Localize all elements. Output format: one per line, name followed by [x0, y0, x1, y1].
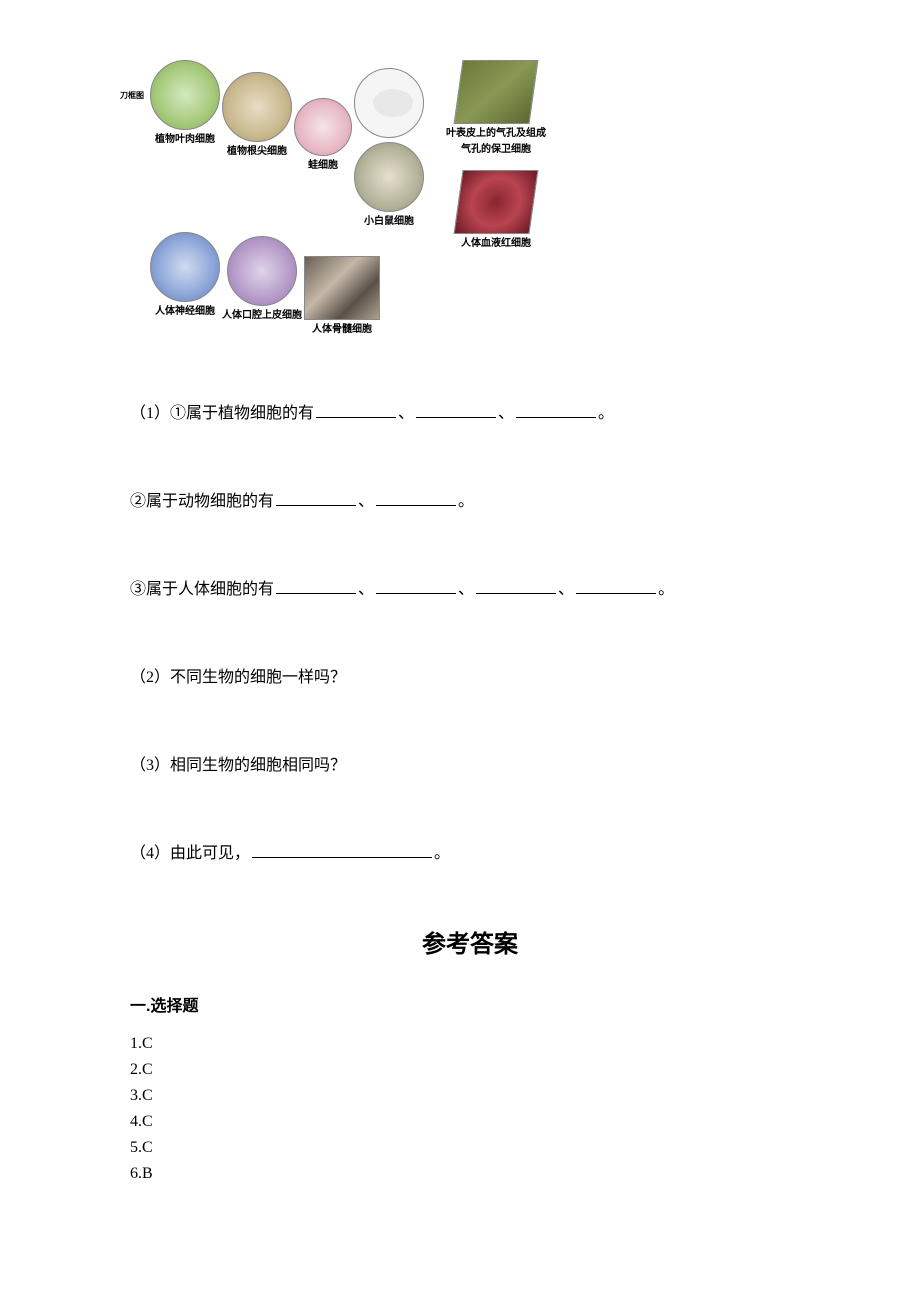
cell-image-stomata: [454, 60, 539, 124]
blank: [476, 575, 556, 594]
answer-item: 6.B: [130, 1162, 810, 1186]
question-3: （3）相同生物的细胞相同吗？: [130, 750, 810, 782]
sep: 、: [458, 581, 474, 598]
cell-image-mouse-animal: [354, 68, 424, 138]
cell-label-mouse: 小白鼠细胞: [364, 214, 414, 230]
cell-image-oral: [227, 236, 297, 306]
end: 。: [434, 845, 450, 862]
cell-label-rbc: 人体血液红细胞: [461, 236, 531, 252]
cell-label-frog: 蛙细胞: [308, 158, 338, 174]
q2-prefix: ②属于动物细胞的有: [130, 493, 274, 510]
cell-image-neuron: [150, 232, 220, 302]
q1-prefix: （1）①属于植物细胞的有: [130, 405, 314, 422]
question-1-1: （1）①属于植物细胞的有 、 、 。: [130, 398, 810, 430]
sep: 、: [358, 581, 374, 598]
blank-long: [252, 839, 432, 858]
blank: [276, 575, 356, 594]
side-micro-label: 刀框图: [120, 90, 144, 103]
answer-item: 4.C: [130, 1110, 810, 1134]
cell-image-rbc: [454, 170, 539, 234]
answers-section-heading: 一.选择题: [130, 994, 810, 1020]
blank: [576, 575, 656, 594]
cell-label-neuron: 人体神经细胞: [155, 304, 215, 320]
cell-image-plant-leaf: [150, 60, 220, 130]
q4-text: （2）不同生物的细胞一样吗？: [130, 669, 346, 686]
question-1-2: ②属于动物细胞的有 、 。: [130, 486, 810, 518]
blank: [376, 487, 456, 506]
sep: 、: [558, 581, 574, 598]
blank: [416, 399, 496, 418]
blank: [516, 399, 596, 418]
sep: 、: [398, 405, 414, 422]
q5-text: （3）相同生物的细胞相同吗？: [130, 757, 346, 774]
cell-label-stomata: 叶表皮上的气孔及组成气孔的保卫细胞: [446, 126, 546, 158]
cell-image-frog: [294, 98, 352, 156]
blank: [376, 575, 456, 594]
end: 。: [658, 581, 674, 598]
cell-image-panel: 刀框图 植物叶肉细胞 植物根尖细胞 蛙细胞 小白鼠细胞: [150, 60, 810, 338]
cell-image-bone: [304, 256, 380, 320]
answer-item: 1.C: [130, 1032, 810, 1056]
cell-label-oral: 人体口腔上皮细胞: [222, 308, 302, 324]
q3-prefix: ③属于人体细胞的有: [130, 581, 274, 598]
blank: [316, 399, 396, 418]
question-1-3: ③属于人体细胞的有 、 、 、 。: [130, 574, 810, 606]
question-4: （4）由此可见， 。: [130, 838, 810, 870]
end: 。: [598, 405, 614, 422]
blank: [276, 487, 356, 506]
cell-label-bone: 人体骨髓细胞: [312, 322, 372, 338]
answers-title: 参考答案: [130, 926, 810, 964]
answer-item: 2.C: [130, 1058, 810, 1082]
cell-label-plant-root: 植物根尖细胞: [227, 144, 287, 160]
cell-label-plant-leaf: 植物叶肉细胞: [155, 132, 215, 148]
answer-item: 5.C: [130, 1136, 810, 1160]
q6-prefix: （4）由此可见，: [130, 845, 250, 862]
sep: 、: [498, 405, 514, 422]
sep: 、: [358, 493, 374, 510]
answer-item: 3.C: [130, 1084, 810, 1108]
end: 。: [458, 493, 474, 510]
question-2: （2）不同生物的细胞一样吗？: [130, 662, 810, 694]
answer-list: 1.C 2.C 3.C 4.C 5.C 6.B: [130, 1032, 810, 1186]
cell-image-mouse: [354, 142, 424, 212]
cell-image-plant-root: [222, 72, 292, 142]
